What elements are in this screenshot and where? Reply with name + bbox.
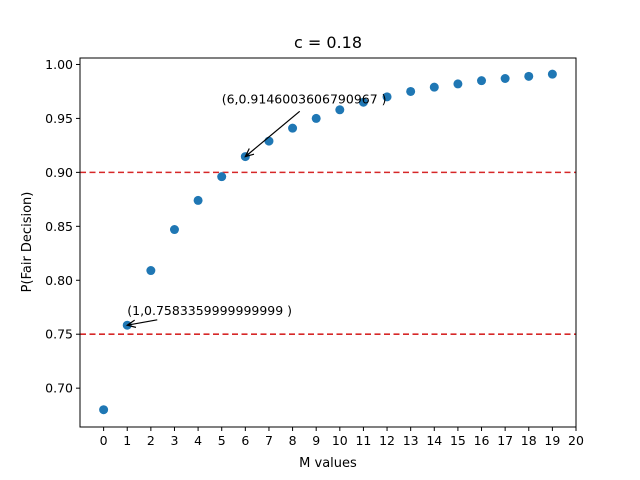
y-axis-label: P(Fair Decision) bbox=[20, 192, 35, 293]
y-tick-label-6: 1.00 bbox=[45, 57, 73, 72]
x-tick-label-2: 2 bbox=[147, 433, 155, 448]
annotation-arrow-1 bbox=[244, 110, 301, 158]
annotation-1: (6,0.9146003606790967 ) bbox=[222, 91, 387, 106]
x-tick-label-12: 12 bbox=[379, 433, 395, 448]
x-tick-label-20: 20 bbox=[568, 433, 584, 448]
x-axis-ticks: 0 1 2 3 4 5 6 7 8 9 10 11 12 13 14 15 16 17 18 19 20 bbox=[100, 427, 584, 448]
point-7 bbox=[264, 136, 274, 146]
annotation-0: (1,0.7583359999999999 ) bbox=[127, 303, 292, 318]
y-tick-label-1: 0.75 bbox=[45, 327, 73, 342]
annotation-arrowhead-0 bbox=[125, 319, 137, 328]
point-2 bbox=[146, 266, 156, 276]
point-0 bbox=[99, 405, 109, 415]
y-tick-label-5: 0.95 bbox=[45, 111, 73, 126]
x-tick-label-3: 3 bbox=[170, 433, 178, 448]
x-tick-label-15: 15 bbox=[450, 433, 466, 448]
y-tick-label-2: 0.80 bbox=[45, 273, 73, 288]
point-16 bbox=[477, 76, 487, 86]
y-tick-label-3: 0.85 bbox=[45, 219, 73, 234]
point-4 bbox=[193, 195, 203, 205]
data-points bbox=[99, 69, 557, 415]
annotation-arrowhead-1 bbox=[244, 148, 255, 158]
x-axis-label: M values bbox=[299, 456, 357, 471]
x-tick-label-9: 9 bbox=[312, 433, 320, 448]
y-axis-ticks: 0.70 0.75 0.80 0.85 0.90 0.95 1.00 bbox=[45, 57, 80, 396]
x-tick-label-4: 4 bbox=[194, 433, 202, 448]
x-tick-label-16: 16 bbox=[474, 433, 490, 448]
point-13 bbox=[406, 86, 416, 96]
x-tick-label-14: 14 bbox=[426, 433, 442, 448]
reference-lines bbox=[80, 171, 576, 336]
point-9 bbox=[311, 113, 321, 123]
plot-frame bbox=[79, 57, 577, 428]
annotation-arrow-0 bbox=[127, 319, 158, 326]
point-14 bbox=[429, 82, 439, 92]
x-tick-label-5: 5 bbox=[218, 433, 226, 448]
x-tick-label-10: 10 bbox=[332, 433, 348, 448]
x-tick-label-6: 6 bbox=[241, 433, 249, 448]
point-10 bbox=[335, 105, 345, 115]
x-tick-label-0: 0 bbox=[100, 433, 108, 448]
x-tick-label-18: 18 bbox=[521, 433, 537, 448]
x-tick-label-13: 13 bbox=[403, 433, 419, 448]
x-tick-label-19: 19 bbox=[544, 433, 560, 448]
point-12 bbox=[382, 92, 392, 102]
point-17 bbox=[500, 74, 510, 83]
x-tick-label-7: 7 bbox=[265, 433, 273, 448]
chart-title: c = 0.18 bbox=[294, 33, 362, 52]
point-18 bbox=[524, 71, 534, 81]
point-3 bbox=[169, 225, 179, 235]
x-tick-label-8: 8 bbox=[289, 433, 297, 448]
point-15 bbox=[453, 79, 463, 89]
annotations: (1,0.7583359999999999 ) (6,0.914600360679… bbox=[125, 91, 387, 328]
x-tick-label-11: 11 bbox=[355, 433, 371, 448]
x-tick-label-17: 17 bbox=[497, 433, 513, 448]
point-5 bbox=[217, 172, 227, 182]
point-8 bbox=[288, 123, 298, 133]
point-11 bbox=[358, 97, 368, 107]
x-tick-label-1: 1 bbox=[123, 433, 131, 448]
y-tick-label-4: 0.90 bbox=[45, 165, 73, 180]
point-19 bbox=[547, 69, 557, 79]
y-tick-label-0: 0.70 bbox=[45, 381, 73, 396]
